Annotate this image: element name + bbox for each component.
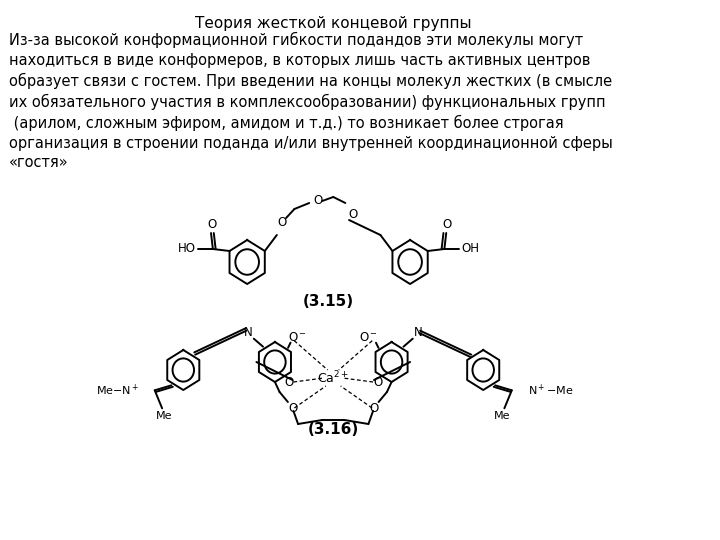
Text: Me: Me [494, 411, 510, 421]
Text: O$^-$: O$^-$ [289, 331, 307, 344]
Text: O: O [314, 194, 323, 207]
Text: O: O [284, 375, 294, 388]
Text: Из-за высокой конформационной гибкости подандов эти молекулы могут
находиться в : Из-за высокой конформационной гибкости п… [9, 32, 613, 170]
Text: Me$-$N$^+$: Me$-$N$^+$ [96, 383, 139, 398]
Text: OH: OH [462, 242, 480, 255]
Text: Me: Me [156, 411, 172, 421]
Text: O$^-$: O$^-$ [359, 331, 378, 344]
Text: O: O [278, 217, 287, 230]
Text: O: O [369, 402, 379, 415]
Text: O: O [443, 219, 451, 232]
Text: N: N [414, 326, 423, 339]
Text: O: O [288, 402, 297, 415]
Text: HO: HO [178, 242, 196, 255]
Text: Теория жесткой концевой группы: Теория жесткой концевой группы [195, 16, 472, 31]
Text: O: O [207, 219, 217, 232]
Text: N$^+$$-$Me: N$^+$$-$Me [528, 383, 573, 398]
Text: (3.16): (3.16) [307, 422, 359, 437]
Text: Ca$^{2+}$: Ca$^{2+}$ [318, 370, 349, 386]
Text: O: O [348, 208, 357, 221]
Text: (3.15): (3.15) [303, 294, 354, 309]
Text: O: O [373, 375, 382, 388]
Text: N: N [244, 326, 253, 339]
